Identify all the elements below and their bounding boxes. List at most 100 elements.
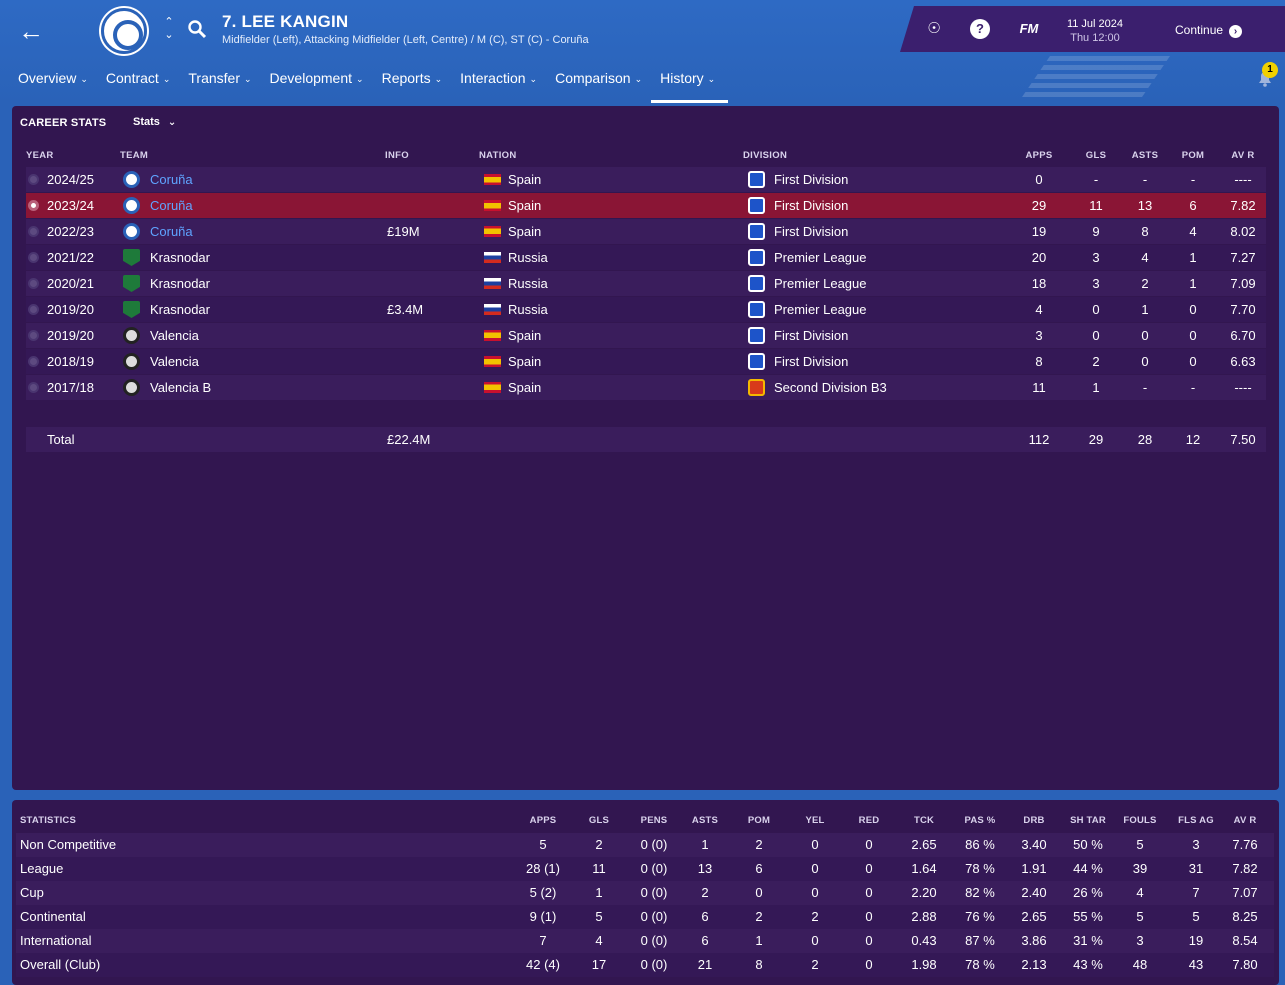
row-radio[interactable]	[28, 252, 39, 263]
col-year[interactable]: YEAR	[26, 150, 54, 161]
col-gls[interactable]: GLS	[1085, 150, 1107, 161]
back-arrow-icon[interactable]: ←	[18, 16, 44, 46]
stats-col-tck[interactable]: TCK	[913, 815, 935, 826]
cell-team[interactable]: Krasnodar	[150, 250, 210, 265]
search-icon[interactable]	[187, 19, 207, 39]
club-crest-icon[interactable]	[101, 8, 147, 54]
row-radio[interactable]	[28, 174, 39, 185]
cell-team[interactable]: Krasnodar	[150, 276, 210, 291]
col-asts[interactable]: ASTS	[1131, 150, 1159, 161]
stats-col-fls-ag[interactable]: FLS AG	[1178, 815, 1214, 826]
table-row[interactable]: 2019/20 Valencia Spain First Division 3 0 0 0 6.…	[26, 323, 1266, 348]
cell-division[interactable]: First Division	[774, 172, 849, 187]
table-row[interactable]: 2017/18 Valencia B Spain Second Division B3…	[26, 375, 1266, 400]
cell-division[interactable]: Premier League	[774, 302, 867, 317]
flag-icon	[484, 330, 501, 341]
stats-col-sh-tar[interactable]: SH TAR	[1070, 815, 1106, 826]
row-radio[interactable]	[28, 200, 39, 211]
tab-history[interactable]: History ⌄	[651, 66, 729, 103]
table-row[interactable]: 2024/25 Coruña Spain First Division 0- - - ----	[26, 167, 1266, 192]
globe-icon[interactable]: ☉	[927, 20, 941, 37]
cell-division[interactable]: First Division	[774, 328, 849, 343]
cell-team[interactable]: Valencia	[150, 328, 199, 343]
row-radio[interactable]	[28, 226, 39, 237]
table-row[interactable]: 2021/22 Krasnodar Russia Premier League 20 3 4…	[26, 245, 1266, 270]
tab-contract[interactable]: Contract ⌄	[106, 66, 170, 96]
tab-interaction[interactable]: Interaction ⌄	[460, 66, 537, 96]
notification-count-badge[interactable]: 1	[1262, 62, 1278, 78]
tab-overview[interactable]: Overview ⌄	[18, 66, 88, 96]
row-radio[interactable]	[28, 330, 39, 341]
cell-division[interactable]: Second Division B3	[774, 380, 887, 395]
col-apps[interactable]: APPS	[1025, 150, 1053, 161]
table-row[interactable]: 2018/19 Valencia Spain First Division 8 2 0 0 6.…	[26, 349, 1266, 374]
cell-asts: 0	[1141, 328, 1149, 343]
stats-cell: 0	[865, 909, 873, 924]
stats-col-pas[interactable]: PAS %	[964, 815, 996, 826]
cell-nation[interactable]: Russia	[508, 250, 548, 265]
tab-comparison[interactable]: Comparison ⌄	[555, 66, 642, 96]
cell-team[interactable]: Valencia B	[150, 380, 212, 395]
fm-logo[interactable]: FM	[1019, 21, 1039, 36]
cell-nation[interactable]: Spain	[508, 198, 542, 213]
row-radio[interactable]	[28, 304, 39, 315]
col-team[interactable]: TEAM	[120, 150, 149, 161]
cell-team[interactable]: Valencia	[150, 354, 199, 369]
stats-col-av-r[interactable]: AV R	[1233, 815, 1257, 826]
help-icon[interactable]: ?	[970, 19, 990, 39]
stats-col-asts[interactable]: ASTS	[691, 815, 719, 826]
cell-nation[interactable]: Spain	[508, 172, 542, 187]
stats-view-dropdown[interactable]: Stats ⌄	[133, 116, 176, 128]
cell-nation[interactable]: Russia	[508, 302, 548, 317]
stats-col-fouls[interactable]: FOULS	[1123, 815, 1157, 826]
stats-row[interactable]: Overall (Club) 42 (4) 17 0 (0) 21 8 2 0 1.98 78 %…	[16, 953, 1274, 977]
cell-division[interactable]: First Division	[774, 354, 849, 369]
tab-reports[interactable]: Reports ⌄	[382, 66, 443, 96]
cell-team[interactable]: Coruña	[150, 172, 193, 187]
cell-nation[interactable]: Spain	[508, 224, 542, 239]
row-radio[interactable]	[28, 278, 39, 289]
stats-row[interactable]: Cup 5 (2) 1 0 (0) 2 0 0 0 2.20 82 % 2.40 26 % 4 7 7.07	[16, 881, 1274, 905]
continue-button[interactable]: Continue ›	[1175, 23, 1243, 38]
col-division[interactable]: DIVISION	[743, 150, 788, 161]
stats-col-pens[interactable]: PENS	[640, 815, 668, 826]
table-row[interactable]: 2023/24 Coruña Spain First Division 29 11 13 6 7…	[26, 193, 1266, 218]
tab-development[interactable]: Development ⌄	[270, 66, 364, 96]
table-row[interactable]: 2020/21 Krasnodar Russia Premier League 18 3 2…	[26, 271, 1266, 296]
stats-col-statistics[interactable]: STATISTICS	[20, 815, 77, 826]
cell-division[interactable]: Premier League	[774, 276, 867, 291]
stats-col-yel[interactable]: YEL	[805, 815, 825, 826]
stats-row[interactable]: League 28 (1) 11 0 (0) 13 6 0 0 1.64 78 % 1.91 44 %…	[16, 857, 1274, 881]
stats-col-pom[interactable]: POM	[747, 815, 771, 826]
stats-row[interactable]: Non Competitive 5 2 0 (0) 1 2 0 0 2.65 86 % 3.40 50…	[16, 833, 1274, 857]
cell-pom: 0	[1189, 328, 1197, 343]
cell-nation[interactable]: Russia	[508, 276, 548, 291]
stats-row[interactable]: International 7 4 0 (0) 6 1 0 0 0.43 87 % 3.86 31 %…	[16, 929, 1274, 953]
stats-col-red[interactable]: RED	[858, 815, 880, 826]
stats-row[interactable]: Continental 9 (1) 5 0 (0) 6 2 2 0 2.88 76 % 2.65 55…	[16, 905, 1274, 929]
table-row[interactable]: 2019/20 Krasnodar £3.4M Russia Premier Leagu…	[26, 297, 1266, 322]
cell-division[interactable]: First Division	[774, 198, 849, 213]
row-radio[interactable]	[28, 382, 39, 393]
cell-division[interactable]: First Division	[774, 224, 849, 239]
tab-transfer[interactable]: Transfer ⌄	[188, 66, 251, 96]
col-avr[interactable]: AV R	[1231, 150, 1255, 161]
cell-nation[interactable]: Spain	[508, 354, 542, 369]
prev-next-player-icon[interactable]: ⌃ ⌄	[164, 16, 174, 41]
stats-col-drb[interactable]: DRB	[1023, 815, 1045, 826]
col-info[interactable]: INFO	[385, 150, 409, 161]
cell-team[interactable]: Krasnodar	[150, 302, 210, 317]
stats-cell: 0	[865, 933, 873, 948]
col-nation[interactable]: NATION	[479, 150, 517, 161]
cell-nation[interactable]: Spain	[508, 380, 542, 395]
stats-col-gls[interactable]: GLS	[588, 815, 610, 826]
row-radio[interactable]	[28, 356, 39, 367]
cell-nation[interactable]: Spain	[508, 328, 542, 343]
stats-col-apps[interactable]: APPS	[529, 815, 557, 826]
cell-team[interactable]: Coruña	[150, 224, 193, 239]
col-pom[interactable]: POM	[1181, 150, 1205, 161]
cell-apps: 11	[1032, 380, 1046, 395]
cell-division[interactable]: Premier League	[774, 250, 867, 265]
cell-team[interactable]: Coruña	[150, 198, 193, 213]
table-row[interactable]: 2022/23 Coruña £19M Spain First Division 19 9 8…	[26, 219, 1266, 244]
